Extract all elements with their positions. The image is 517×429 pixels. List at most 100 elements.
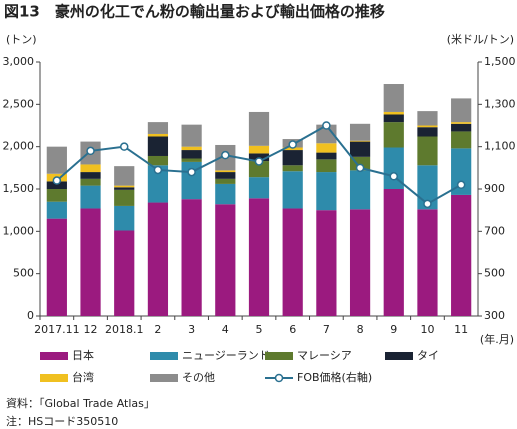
bar-segment [316, 143, 337, 153]
y-tick-label: 1,500 [3, 182, 35, 195]
bar-segment [46, 189, 67, 202]
y2-tick-label: 1,500 [484, 55, 516, 68]
bar-segment [282, 150, 303, 166]
bar-segment [114, 185, 135, 188]
bar-segment [80, 172, 101, 179]
line-marker [221, 150, 230, 160]
bar-segment [417, 165, 438, 210]
bar-segment [147, 165, 169, 203]
bar-segment [114, 166, 135, 186]
x-tick-label: 2018.1 [105, 323, 144, 336]
x-tick-label: 9 [390, 323, 397, 336]
bar-segment [417, 209, 438, 316]
bar-segment [248, 111, 270, 146]
line-marker [322, 121, 331, 130]
bar-segment [349, 209, 371, 316]
bar-segment [383, 114, 404, 123]
line-marker [389, 172, 399, 181]
legend-label: タイ [417, 349, 439, 362]
y-axis-label: (トン) [6, 33, 37, 46]
x-tick-label: 10 [420, 323, 434, 336]
bar-segment [451, 194, 472, 316]
bar-segment [114, 187, 135, 190]
legend-swatch [385, 352, 413, 360]
legend-swatch [150, 374, 178, 382]
bar-segment [417, 111, 438, 126]
bar-segment [181, 150, 202, 159]
bar-segment [147, 136, 169, 156]
bar-segment [451, 123, 472, 132]
bar-segment [451, 148, 472, 195]
bar-segment [451, 131, 472, 149]
bar-segment [181, 199, 202, 316]
bar-segment [349, 140, 371, 142]
bar-segment [181, 146, 202, 151]
bar-segment [417, 127, 438, 137]
bar-segment [114, 205, 135, 231]
bar-segment [80, 208, 101, 316]
legend-swatch [150, 352, 178, 360]
note: 注：HSコード350510 [6, 414, 118, 428]
legend-swatch [40, 352, 68, 360]
bar-segment [147, 122, 169, 134]
legend-label: FOB価格(右軸) [297, 370, 372, 384]
x-tick-label: 5 [256, 323, 263, 336]
line-marker [119, 142, 129, 151]
bar-segment [80, 178, 101, 186]
x-tick-label: 12 [84, 323, 98, 336]
bar-segment [215, 183, 236, 205]
line-marker [52, 176, 62, 185]
x-tick-label: 8 [357, 323, 364, 336]
x-tick-label: 2 [154, 323, 161, 336]
bar-segment [147, 133, 169, 137]
y2-tick-label: 900 [484, 182, 505, 195]
bar-segment [349, 141, 371, 157]
bar-segment [383, 122, 404, 148]
x-tick-label: 3 [188, 323, 195, 336]
y2-tick-label: 700 [484, 224, 505, 237]
bar-segment [349, 123, 371, 141]
bar-segment [417, 136, 438, 166]
bar-segment [451, 122, 472, 124]
bar-segment [215, 178, 236, 184]
line-marker [288, 140, 297, 149]
legend-label: その他 [182, 371, 215, 384]
legend-swatch [40, 374, 68, 382]
bar-segment [248, 161, 270, 178]
line-marker [254, 157, 264, 166]
bar-segment [451, 98, 472, 123]
bar-segment [215, 204, 236, 316]
bar-segment [248, 198, 270, 316]
bar-segment [248, 177, 270, 199]
bar-segment [147, 202, 169, 316]
bar-segment [80, 185, 101, 209]
bar-segment [248, 145, 270, 154]
legend-label: 日本 [72, 348, 94, 362]
legend-label: ニュージーランド [182, 349, 270, 362]
y2-tick-label: 500 [484, 267, 505, 280]
bar-segment [383, 147, 404, 189]
bar-segment [181, 124, 202, 147]
line-marker [355, 163, 365, 173]
bar-segment [282, 171, 303, 209]
line-marker [456, 180, 466, 190]
y-tick-label: 2,500 [3, 97, 35, 110]
x-tick-label: 7 [323, 323, 330, 336]
bar-segment [316, 159, 337, 173]
bar-segment [383, 111, 404, 115]
bar-segment [282, 165, 303, 172]
bar-segment [114, 230, 135, 316]
legend-label: マレーシア [297, 349, 352, 362]
y-tick-label: 500 [13, 267, 34, 280]
bar-segment [46, 218, 67, 316]
x-tick-label: 6 [289, 323, 296, 336]
bar-segment [147, 155, 169, 166]
y-tick-label: 1,000 [3, 224, 35, 237]
chart-title: 図13 豪州の化工でん粉の輸出量および輸出価格の推移 [4, 3, 385, 21]
bar-segment [417, 125, 438, 128]
bar-segment [316, 172, 337, 211]
legend-swatch [265, 352, 293, 360]
bar-segment [114, 189, 135, 206]
bar-segment [383, 84, 404, 112]
